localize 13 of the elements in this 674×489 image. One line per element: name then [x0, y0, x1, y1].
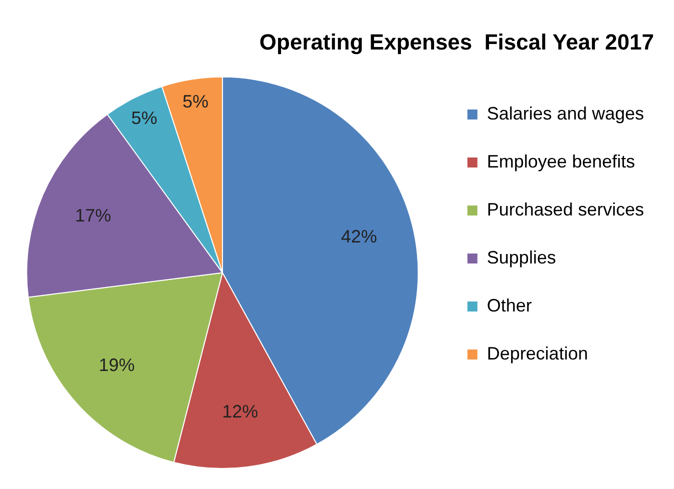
- legend-label: Depreciation: [486, 343, 588, 364]
- legend-label: Employee benefits: [486, 151, 635, 172]
- data-label: 17%: [75, 206, 112, 226]
- data-label: 5%: [131, 108, 158, 128]
- legend-label: Purchased services: [486, 199, 644, 220]
- data-label: 42%: [340, 226, 378, 247]
- data-label: 12%: [222, 402, 258, 422]
- chart-title: Operating Expenses Fiscal Year 2017: [259, 29, 654, 54]
- legend-label: Supplies: [486, 247, 556, 268]
- data-label: 19%: [98, 354, 135, 375]
- data-label: 5%: [182, 91, 209, 112]
- legend-label: Other: [486, 295, 532, 316]
- legend-label: Salaries and wages: [486, 103, 644, 124]
